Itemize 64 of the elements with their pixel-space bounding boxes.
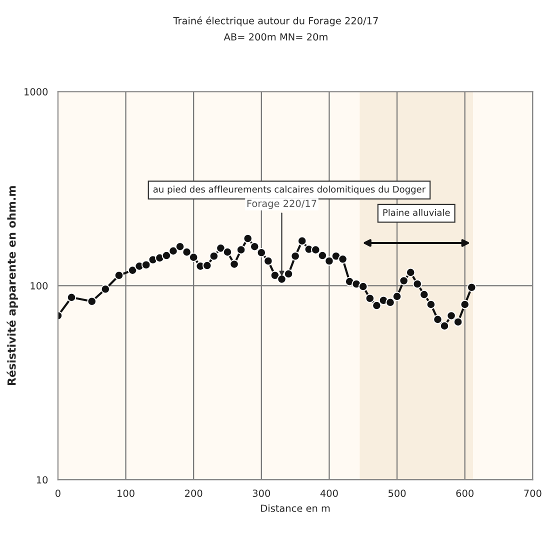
point [399, 276, 409, 286]
point [216, 244, 226, 253]
point [100, 284, 110, 294]
x-tick-label: 300 [252, 490, 270, 497]
point [324, 256, 334, 266]
point [277, 274, 286, 284]
point [270, 270, 280, 280]
point [87, 296, 97, 306]
x-tick-label: 0 [56, 490, 60, 497]
point [386, 298, 395, 308]
point [446, 311, 456, 320]
point [460, 300, 470, 310]
point [182, 247, 192, 257]
point [256, 248, 266, 258]
y-tick-label: 100 [30, 282, 48, 290]
y-tick-label: 1000 [24, 88, 48, 96]
point [128, 266, 138, 275]
point [284, 269, 294, 279]
point [433, 314, 442, 324]
point [338, 254, 348, 264]
point [290, 251, 300, 261]
point [406, 268, 416, 278]
point [188, 252, 198, 262]
point [230, 260, 239, 269]
point [426, 300, 436, 310]
point [66, 292, 76, 302]
point [440, 321, 450, 331]
point [318, 250, 328, 260]
annotation: au pied des affleurements calcaires dolomitiques du Dogger [153, 186, 426, 194]
annotation: Forage 220/17 [247, 200, 316, 209]
point [372, 300, 382, 310]
point [168, 246, 178, 256]
point [412, 279, 422, 289]
point [453, 317, 463, 327]
point [392, 292, 402, 302]
point [419, 290, 429, 300]
point [222, 247, 232, 257]
point [250, 242, 260, 252]
x-axis-title: Distance en m [261, 504, 330, 512]
point [209, 251, 219, 261]
point [141, 260, 151, 270]
point [202, 260, 212, 270]
x-tick-label: 200 [185, 490, 202, 497]
y-axis-title: Résistivité apparente en ohm.m [6, 186, 18, 386]
band-label: Plaine alluviale [383, 208, 450, 216]
chart-subtitle: AB= 200m MN= 20m [224, 33, 328, 41]
point [297, 236, 307, 246]
point [162, 250, 172, 260]
point [236, 245, 246, 255]
chart-title: Trainé électrique autour du Forage 220/17 [173, 16, 378, 26]
point [365, 294, 375, 304]
x-tick-label: 400 [320, 490, 338, 497]
x-tick-label: 500 [388, 490, 406, 497]
point [175, 242, 185, 252]
point [466, 282, 476, 292]
point [243, 234, 253, 244]
y-tick-label: 10 [36, 476, 48, 484]
x-tick-label: 100 [118, 490, 134, 497]
point [310, 245, 320, 255]
x-tick-label: 600 [456, 490, 474, 497]
point [114, 270, 124, 280]
x-tick-label: 700 [524, 490, 542, 497]
point [264, 256, 273, 266]
point [358, 282, 368, 292]
